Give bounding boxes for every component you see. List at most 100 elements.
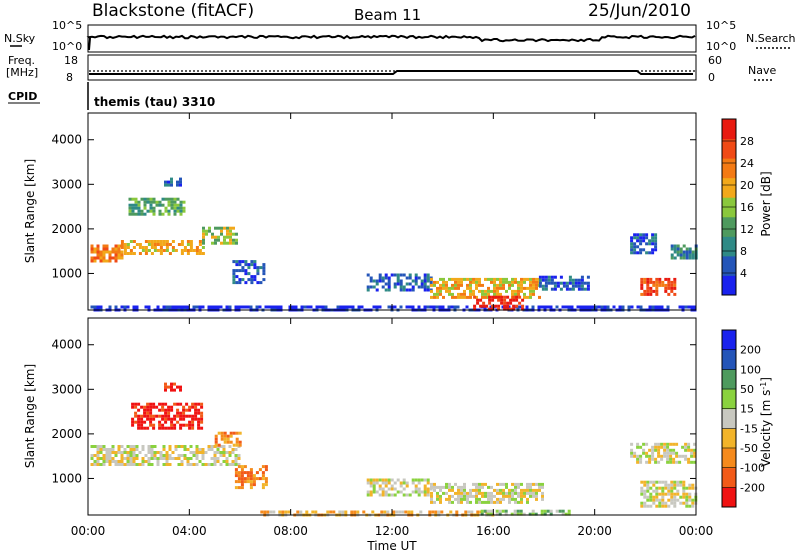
data-cell (684, 442, 688, 446)
data-cell (472, 292, 475, 296)
data-cell (670, 247, 674, 251)
data-cell (558, 509, 562, 513)
data-cell (417, 487, 421, 491)
data-cell (216, 460, 220, 463)
data-cell (170, 388, 173, 392)
data-cell (642, 442, 646, 446)
data-cell (123, 252, 127, 255)
data-cell (156, 457, 160, 460)
data-cell (540, 509, 544, 513)
data-cell (174, 305, 178, 309)
data-cell (114, 463, 118, 466)
data-cell (508, 286, 511, 290)
data-cell (167, 414, 171, 418)
data-cell (179, 402, 183, 406)
data-cell (679, 495, 683, 499)
data-cell (658, 504, 662, 508)
data-cell (640, 280, 644, 284)
data-cell (475, 482, 478, 486)
data-cell (149, 417, 153, 421)
data-cell (408, 305, 412, 309)
data-cell (437, 510, 441, 514)
data-cell (618, 305, 622, 309)
data-cell (186, 252, 190, 255)
data-cell (535, 286, 538, 290)
data-cell (185, 414, 189, 418)
data-cell (487, 500, 490, 504)
data-cell (105, 247, 109, 251)
data-cell (369, 481, 373, 485)
data-cell (165, 457, 169, 460)
data-cell (502, 286, 505, 290)
data-cell (513, 509, 517, 513)
data-cell (420, 490, 424, 494)
data-cell (633, 248, 637, 252)
data-cell (241, 266, 245, 270)
data-cell (487, 485, 490, 489)
data-cell (197, 417, 201, 421)
data-cell (387, 478, 391, 482)
data-cell (129, 451, 133, 454)
data-cell (450, 305, 454, 309)
data-cell (137, 423, 141, 427)
data-cell (140, 420, 144, 424)
data-cell (436, 485, 439, 489)
data-cell (226, 440, 230, 444)
data-cell (186, 243, 190, 246)
data-cell (496, 491, 499, 495)
data-cell (502, 488, 505, 492)
data-cell (167, 405, 171, 409)
data-cell (164, 408, 168, 412)
data-cell (500, 301, 504, 305)
data-cell (495, 509, 499, 513)
data-cell (639, 242, 643, 246)
data-cell (393, 487, 397, 491)
data-cell (128, 212, 132, 216)
data-cell (475, 500, 478, 504)
data-cell (314, 510, 318, 514)
data-cell (642, 236, 646, 240)
data-cell (219, 451, 223, 454)
data-cell (448, 500, 451, 504)
data-cell (369, 490, 373, 494)
data-cell (159, 451, 163, 454)
data-cell (356, 510, 360, 514)
data-cell (183, 454, 187, 457)
data-cell (535, 497, 538, 501)
data-cell (643, 495, 647, 499)
data-cell (135, 463, 139, 466)
data-cell (580, 275, 584, 279)
data-cell (685, 498, 689, 502)
data-cell (161, 408, 165, 412)
data-cell (93, 247, 97, 251)
data-cell (135, 454, 139, 457)
data-cell (510, 512, 514, 516)
data-cell (649, 289, 653, 293)
data-cell (574, 281, 578, 285)
data-cell (170, 200, 174, 204)
data-cell (523, 286, 526, 290)
data-cell (664, 283, 668, 287)
data-cell (246, 471, 250, 475)
data-cell (658, 480, 662, 484)
data-cell (132, 463, 136, 466)
data-cell (194, 405, 198, 409)
data-cell (682, 501, 686, 505)
data-cell (681, 445, 685, 449)
data-cell (687, 448, 691, 452)
data-cell (182, 408, 186, 412)
data-cell (630, 448, 634, 452)
data-cell (497, 298, 501, 302)
data-cell (96, 445, 100, 448)
data-cell (494, 295, 498, 299)
data-cell (473, 307, 477, 311)
data-cell (639, 236, 643, 240)
data-cell (666, 460, 670, 464)
data-cell (651, 457, 655, 461)
data-cell (606, 305, 610, 309)
data-cell (134, 414, 138, 418)
data-cell (673, 247, 677, 251)
data-cell (534, 512, 538, 516)
data-cell (244, 260, 248, 264)
data-cell (484, 292, 487, 296)
